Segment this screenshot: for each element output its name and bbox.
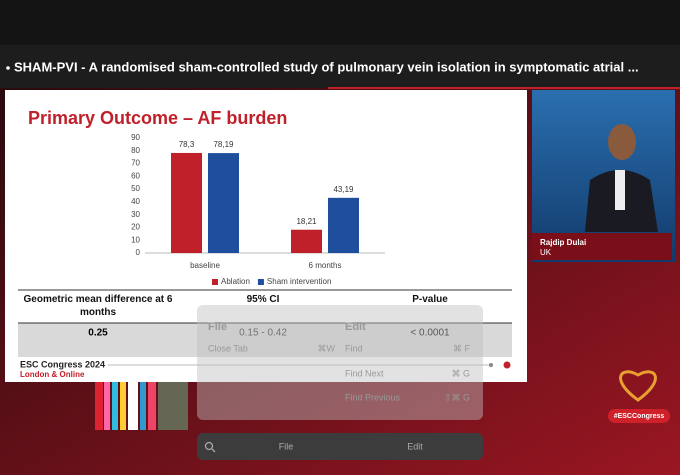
name-box	[532, 233, 672, 260]
x-tick-label: baseline	[190, 261, 220, 270]
hashtag: #ESCCongress	[614, 413, 665, 420]
bar	[291, 229, 322, 253]
toolbar-button[interactable]: File	[279, 441, 294, 451]
menu-item[interactable]: Close Tab	[208, 343, 248, 353]
y-tick-label: 80	[131, 146, 140, 155]
y-tick-label: 70	[131, 159, 140, 168]
y-tick-label: 10	[131, 235, 140, 244]
video-title: SHAM-PVI - A randomised sham-controlled …	[14, 59, 639, 74]
value-label: 43,19	[333, 185, 354, 194]
y-tick-label: 90	[131, 133, 140, 142]
y-tick-label: 50	[131, 184, 140, 193]
top-bar	[0, 0, 680, 45]
y-tick-label: 40	[131, 197, 140, 206]
dot	[489, 363, 493, 367]
footer-event: ESC Congress 2024	[20, 359, 105, 369]
table-header: Geometric mean difference at 6 months	[23, 294, 173, 318]
dot	[503, 361, 511, 369]
toolbar	[197, 433, 483, 460]
table-cell: 0.15 - 0.42	[239, 328, 287, 339]
table-header: 95% CI	[246, 294, 280, 305]
menu-shortcut: ⌘ G	[451, 368, 470, 378]
search-icon[interactable]	[204, 441, 214, 451]
speaker-head	[608, 124, 636, 160]
legend-swatch	[257, 279, 264, 285]
menu-item[interactable]: Find	[345, 343, 363, 353]
table-cell: < 0.0001	[410, 328, 450, 339]
bullet	[6, 66, 10, 70]
legend-swatch	[212, 279, 218, 285]
speaker-name: Rajdip Dulai	[540, 238, 586, 247]
footer-location: London & Online	[20, 370, 85, 379]
menu-title[interactable]: Edit	[345, 321, 366, 333]
search-icon-handle	[211, 448, 216, 453]
table-row	[18, 323, 512, 357]
bar	[171, 152, 202, 253]
bar	[328, 197, 359, 253]
stripes	[95, 382, 188, 430]
title-bar	[0, 45, 680, 88]
bar	[208, 153, 239, 253]
table-cell: 0.25	[88, 328, 108, 339]
x-tick-label: 6 months	[309, 261, 342, 270]
menu-item[interactable]: Find Previous	[345, 392, 401, 402]
chart-title: Primary Outcome – AF burden	[28, 108, 287, 128]
menu-shortcut: ⌘W	[318, 343, 336, 353]
y-tick-label: 60	[131, 171, 140, 180]
hashtag-pill	[608, 409, 670, 423]
y-tick-label: 20	[131, 223, 140, 232]
menu-title[interactable]: File	[208, 321, 227, 333]
value-label: 78,19	[213, 140, 234, 149]
legend-label: Sham intervention	[267, 277, 331, 286]
table-header: P-value	[412, 294, 448, 305]
y-tick-label: 0	[136, 248, 141, 257]
toolbar-button[interactable]: Edit	[407, 441, 423, 451]
menu-shortcut: ⇧⌘ G	[444, 392, 470, 402]
menu-item[interactable]: Find Next	[345, 368, 384, 378]
logo	[619, 370, 657, 402]
bar-chart: Primary Outcome – AF burden 0 10 20 30 40 50 6…	[28, 108, 385, 286]
menu-shortcut: ⌘ F	[453, 343, 471, 353]
speaker-shirt	[615, 170, 625, 210]
speaker-country: UK	[540, 248, 552, 257]
legend-label: Ablation	[221, 277, 250, 286]
value-label: 78,3	[179, 140, 195, 149]
menu-panel	[197, 305, 483, 420]
y-tick-label: 30	[131, 210, 140, 219]
value-label: 18,21	[296, 217, 317, 226]
